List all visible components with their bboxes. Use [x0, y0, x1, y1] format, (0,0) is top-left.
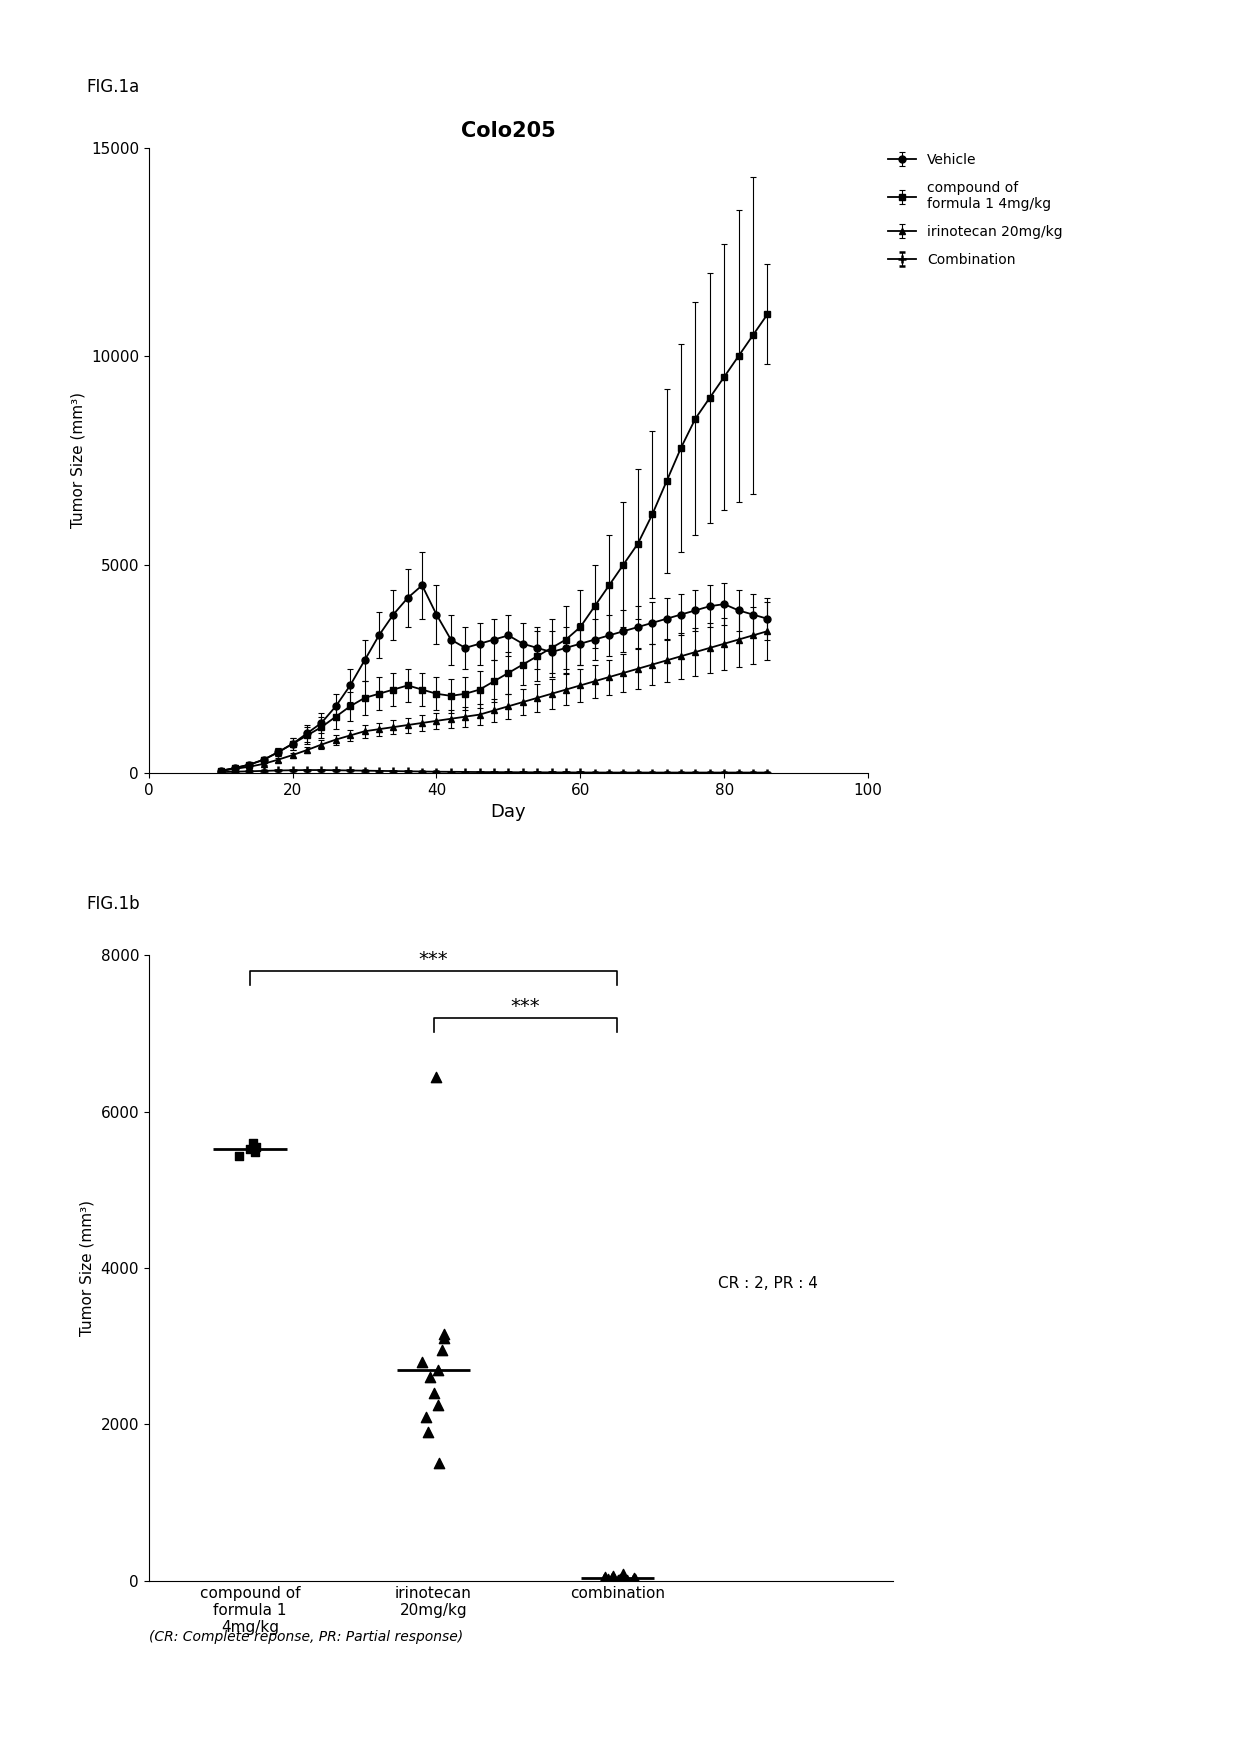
Legend: Vehicle, compound of
formula 1 4mg/kg, irinotecan 20mg/kg, Combination: Vehicle, compound of formula 1 4mg/kg, i…	[883, 148, 1068, 273]
Y-axis label: Tumor Size (mm³): Tumor Size (mm³)	[71, 393, 86, 528]
Text: FIG.1a: FIG.1a	[87, 78, 140, 96]
Point	[246, 1133, 265, 1160]
Point	[418, 1417, 438, 1445]
Point	[434, 1320, 454, 1348]
Point	[598, 1565, 618, 1593]
Point	[434, 1324, 454, 1351]
Point	[229, 1143, 249, 1171]
Point	[595, 1563, 615, 1591]
Point	[429, 1449, 449, 1476]
Point	[428, 1391, 448, 1419]
Point	[608, 1567, 627, 1595]
X-axis label: Day: Day	[491, 802, 526, 822]
Text: (CR: Complete reponse, PR: Partial response): (CR: Complete reponse, PR: Partial respo…	[149, 1631, 463, 1645]
Text: CR : 2, PR : 4: CR : 2, PR : 4	[718, 1277, 818, 1291]
Point	[246, 1138, 265, 1166]
Point	[618, 1567, 637, 1595]
Point	[609, 1565, 629, 1593]
Point	[613, 1560, 632, 1588]
Point	[239, 1136, 259, 1164]
Point	[429, 1355, 449, 1383]
Point	[610, 1565, 630, 1593]
Point	[412, 1348, 432, 1376]
Point	[425, 1063, 445, 1091]
Point	[424, 1379, 444, 1407]
Point	[601, 1565, 621, 1593]
Point	[624, 1567, 644, 1595]
Point	[625, 1565, 645, 1593]
Point	[420, 1364, 440, 1391]
Point	[603, 1562, 622, 1589]
Point	[624, 1563, 644, 1591]
Point	[415, 1403, 435, 1431]
Y-axis label: Tumor Size (mm³): Tumor Size (mm³)	[79, 1200, 95, 1336]
Point	[604, 1565, 624, 1593]
Text: ***: ***	[419, 950, 449, 969]
Point	[614, 1563, 634, 1591]
Text: ***: ***	[511, 997, 541, 1016]
Point	[243, 1129, 263, 1157]
Point	[594, 1565, 614, 1593]
Title: Colo205: Colo205	[461, 120, 556, 141]
Text: FIG.1b: FIG.1b	[87, 895, 140, 912]
Point	[432, 1336, 451, 1364]
